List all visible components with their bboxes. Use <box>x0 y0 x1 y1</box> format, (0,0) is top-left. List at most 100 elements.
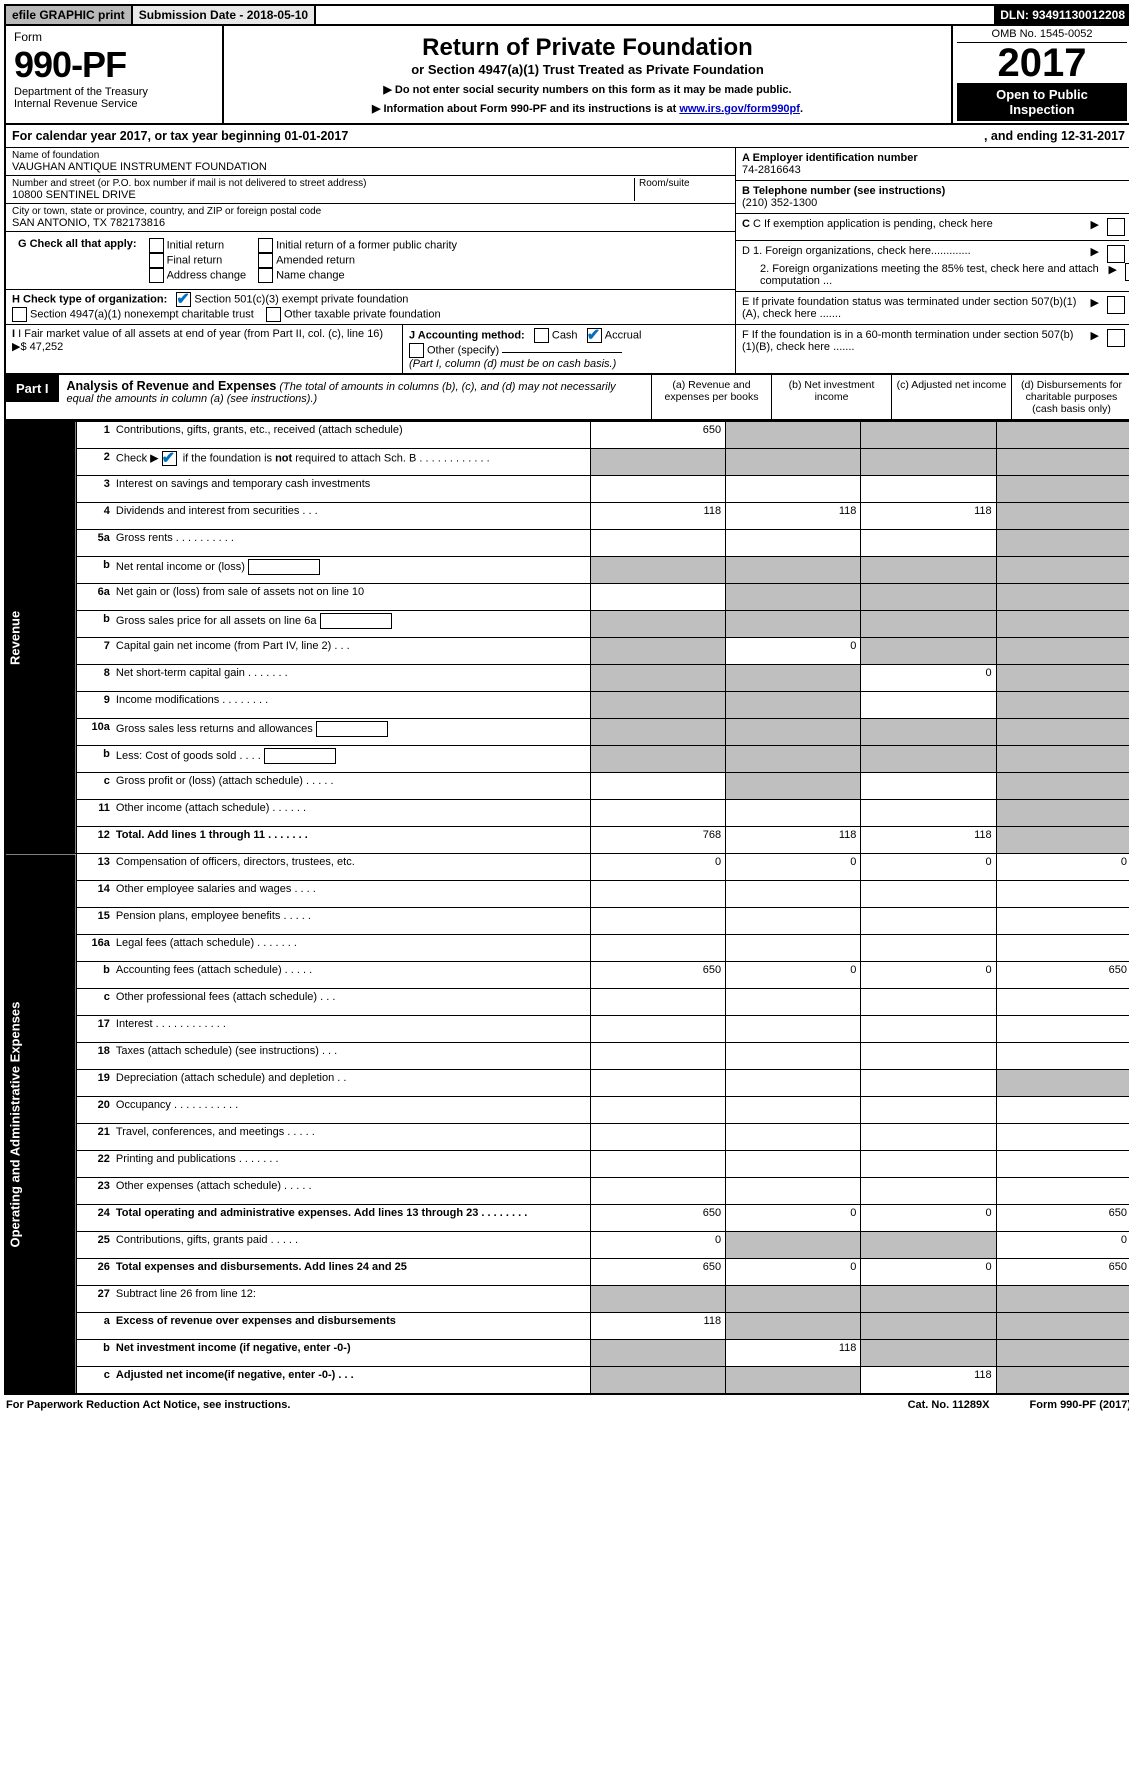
line-label: Accounting fees (attach schedule) . . . … <box>112 962 590 989</box>
line-label: Other employee salaries and wages . . . … <box>112 881 590 908</box>
value-cell <box>726 422 861 449</box>
table-row: 15Pension plans, employee benefits . . .… <box>5 908 1129 935</box>
form-title: Return of Private Foundation <box>234 34 941 62</box>
table-row: bAccounting fees (attach schedule) . . .… <box>5 962 1129 989</box>
table-row: 5aGross rents . . . . . . . . . . <box>5 530 1129 557</box>
calendar-year-row: For calendar year 2017, or tax year begi… <box>6 125 1129 148</box>
foundation-name-row: Name of foundation VAUGHAN ANTIQUE INSTR… <box>6 148 735 176</box>
line-label: Compensation of officers, directors, tru… <box>112 854 590 881</box>
value-cell: 0 <box>726 638 861 665</box>
line-number: 3 <box>76 476 111 503</box>
value-cell <box>996 989 1129 1016</box>
table-row: 20Occupancy . . . . . . . . . . . <box>5 1097 1129 1124</box>
checkbox-f[interactable] <box>1107 329 1125 347</box>
value-cell <box>996 827 1129 854</box>
line-label: Interest . . . . . . . . . . . . <box>112 1016 590 1043</box>
checkbox-accrual[interactable] <box>587 328 602 343</box>
line-label: Gross sales less returns and allowances <box>112 719 590 746</box>
table-row: 9Income modifications . . . . . . . . <box>5 692 1129 719</box>
checkbox-d1[interactable] <box>1107 245 1125 263</box>
checkbox-final[interactable] <box>149 253 164 268</box>
value-cell <box>590 557 725 584</box>
value-cell <box>861 719 996 746</box>
value-cell <box>861 530 996 557</box>
line-label: Less: Cost of goods sold . . . . <box>112 746 590 773</box>
checkbox-4947[interactable] <box>12 307 27 322</box>
col-d-header: (d) Disbursements for charitable purpose… <box>1012 375 1129 419</box>
checkbox-d2[interactable] <box>1125 263 1129 281</box>
checkbox-c[interactable] <box>1107 218 1125 236</box>
value-cell: 118 <box>590 1313 725 1340</box>
line-label: Dividends and interest from securities .… <box>112 503 590 530</box>
value-cell <box>996 638 1129 665</box>
value-cell <box>996 530 1129 557</box>
value-cell <box>996 611 1129 638</box>
checkbox-amended[interactable] <box>258 253 273 268</box>
value-cell <box>726 773 861 800</box>
value-cell: 0 <box>590 1232 725 1259</box>
table-row: 19Depreciation (attach schedule) and dep… <box>5 1070 1129 1097</box>
checkbox-cash[interactable] <box>534 328 549 343</box>
value-cell <box>590 638 725 665</box>
value-cell <box>861 584 996 611</box>
checkbox-other-taxable[interactable] <box>266 307 281 322</box>
value-cell <box>996 1016 1129 1043</box>
checkbox-501c3[interactable] <box>176 292 191 307</box>
form-subtitle: or Section 4947(a)(1) Trust Treated as P… <box>234 62 941 77</box>
value-cell <box>861 557 996 584</box>
table-row: 2Check ▶ if the foundation is not requir… <box>5 449 1129 476</box>
value-cell <box>861 422 996 449</box>
line-number: 5a <box>76 530 111 557</box>
value-cell <box>996 935 1129 962</box>
line-number: 18 <box>76 1043 111 1070</box>
value-cell <box>996 503 1129 530</box>
footer-mid: Cat. No. 11289X <box>908 1399 990 1411</box>
submission-date: Submission Date - 2018-05-10 <box>133 6 316 24</box>
section-g: G Check all that apply: Initial return F… <box>6 232 735 290</box>
value-cell <box>590 692 725 719</box>
line-number: 16a <box>76 935 111 962</box>
value-cell <box>996 692 1129 719</box>
value-cell <box>996 881 1129 908</box>
checkbox-address[interactable] <box>149 268 164 283</box>
value-cell <box>590 449 725 476</box>
checkbox-sch-b[interactable] <box>162 451 177 466</box>
value-cell: 118 <box>726 1340 861 1367</box>
form-word: Form <box>14 30 214 44</box>
checkbox-initial-former[interactable] <box>258 238 273 253</box>
value-cell <box>590 935 725 962</box>
line-label: Occupancy . . . . . . . . . . . <box>112 1097 590 1124</box>
value-cell <box>726 719 861 746</box>
value-cell <box>996 584 1129 611</box>
value-cell <box>996 1367 1129 1395</box>
value-cell <box>590 530 725 557</box>
value-cell: 118 <box>861 827 996 854</box>
top-bar: efile GRAPHIC print Submission Date - 20… <box>4 4 1129 26</box>
value-cell: 0 <box>726 1205 861 1232</box>
value-cell <box>726 584 861 611</box>
value-cell <box>996 1124 1129 1151</box>
value-cell: 0 <box>861 854 996 881</box>
instructions-link[interactable]: www.irs.gov/form990pf <box>679 103 800 115</box>
value-cell <box>590 611 725 638</box>
value-cell <box>590 1097 725 1124</box>
table-row: Operating and Administrative Expenses13C… <box>5 854 1129 881</box>
value-cell <box>996 1340 1129 1367</box>
line-number: 19 <box>76 1070 111 1097</box>
value-cell <box>861 1043 996 1070</box>
address-row: Number and street (or P.O. box number if… <box>6 176 735 204</box>
section-f: F If the foundation is in a 60-month ter… <box>736 325 1129 357</box>
line-number: a <box>76 1313 111 1340</box>
value-cell <box>996 1286 1129 1313</box>
line-label: Check ▶ if the foundation is not require… <box>112 449 590 476</box>
table-row: 4Dividends and interest from securities … <box>5 503 1129 530</box>
checkbox-name-change[interactable] <box>258 268 273 283</box>
info-box: For calendar year 2017, or tax year begi… <box>4 125 1129 375</box>
line-number: 8 <box>76 665 111 692</box>
checkbox-e[interactable] <box>1107 296 1125 314</box>
checkbox-initial[interactable] <box>149 238 164 253</box>
value-cell <box>726 476 861 503</box>
value-cell: 650 <box>590 1205 725 1232</box>
checkbox-other-method[interactable] <box>409 343 424 358</box>
value-cell <box>590 746 725 773</box>
